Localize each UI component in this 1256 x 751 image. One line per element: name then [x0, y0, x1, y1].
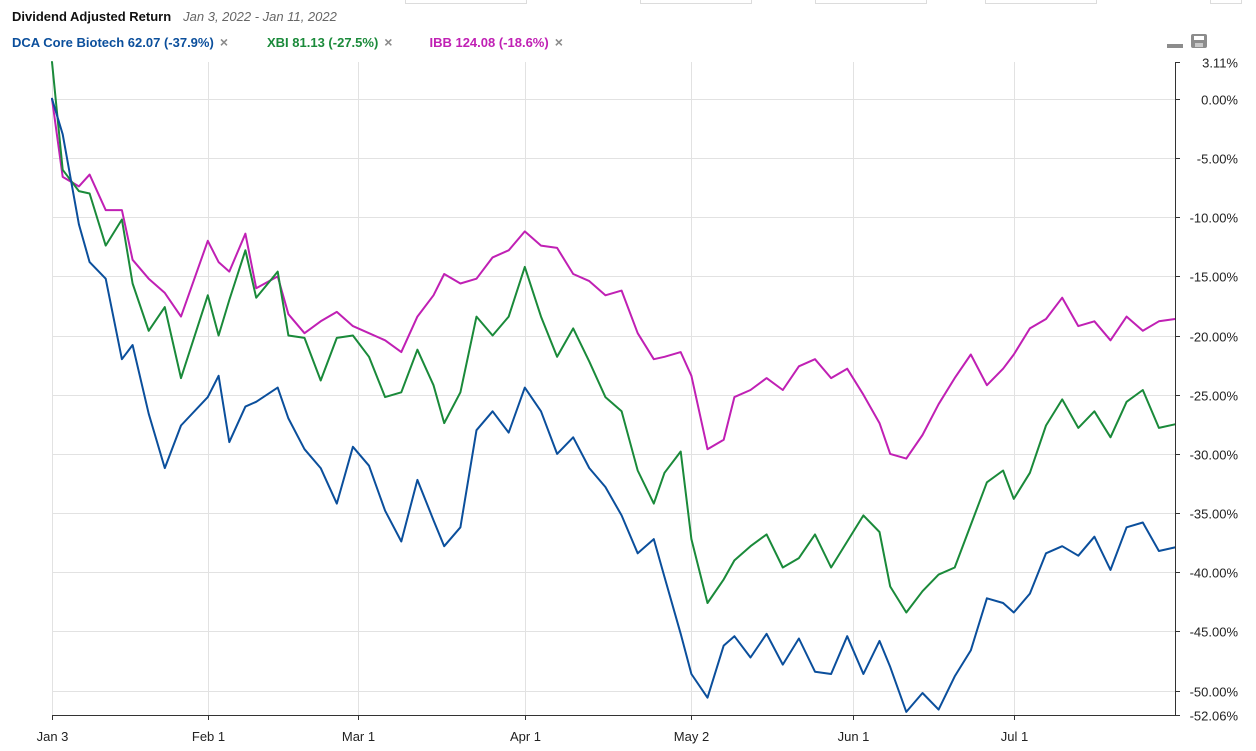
y-tick-label: -15.00% [1190, 270, 1239, 285]
y-tick-label: 3.11% [1202, 56, 1238, 71]
remove-series-icon[interactable]: × [554, 34, 563, 50]
legend-label: IBB 124.08 (-18.6%) [429, 35, 549, 50]
tab-divider [1210, 0, 1242, 4]
y-tick-label: -25.00% [1190, 389, 1239, 404]
tab-divider [985, 0, 1097, 4]
legend-item-xbi[interactable]: XBI 81.13 (-27.5%) × [267, 34, 392, 50]
tab-divider [640, 0, 752, 4]
grid [52, 62, 1175, 715]
tab-divider [405, 0, 527, 4]
y-tick-label: -20.00% [1190, 330, 1239, 345]
minimize-icon-glyph [1167, 44, 1183, 48]
x-tick-label: Jul 1 [1001, 729, 1028, 744]
save-icon-glyph [1191, 34, 1207, 48]
legend-item-dca-core-biotech[interactable]: DCA Core Biotech 62.07 (-37.9%) × [12, 34, 228, 50]
remove-series-icon[interactable]: × [384, 34, 393, 50]
series-line-xbi [51, 61, 1176, 614]
chart-title: Dividend Adjusted Return [12, 9, 172, 24]
x-tick-label: Jan 3 [37, 729, 69, 744]
x-tick-label: Apr 1 [510, 729, 541, 744]
x-tick-label: May 2 [674, 729, 709, 744]
tab-divider [815, 0, 927, 4]
y-tick-label: -52.06% [1190, 709, 1239, 724]
y-tick-label: -5.00% [1197, 152, 1239, 167]
top-tab-strip [405, 0, 1242, 4]
x-tick-label: Jun 1 [838, 729, 870, 744]
save-icon[interactable] [1190, 33, 1208, 49]
legend-label: XBI 81.13 (-27.5%) [267, 35, 379, 50]
legend-item-ibb[interactable]: IBB 124.08 (-18.6%) × [429, 34, 562, 50]
x-tick-label: Mar 1 [342, 729, 375, 744]
series-line-dca [51, 97, 1176, 713]
series-lines [51, 61, 1176, 713]
date-range: Jan 3, 2022 - Jan 11, 2022 [183, 9, 337, 24]
chart-header: Dividend Adjusted Return Jan 3, 2022 - J… [12, 9, 337, 27]
y-tick-label: -45.00% [1190, 625, 1239, 640]
y-tick-label: -50.00% [1190, 685, 1239, 700]
axes: Jan 3 Feb 1 Mar 1 Apr 1 May 2 Jun 1 Jul 1 3.11%… [37, 56, 1239, 745]
y-tick-label: -30.00% [1190, 448, 1239, 463]
minimize-icon[interactable] [1166, 33, 1184, 49]
y-tick-label: -40.00% [1190, 566, 1239, 581]
legend-label: DCA Core Biotech 62.07 (-37.9%) [12, 35, 214, 50]
y-tick-label: 0.00% [1201, 93, 1238, 108]
y-tick-label: -10.00% [1190, 211, 1239, 226]
remove-series-icon[interactable]: × [219, 34, 228, 50]
legend: DCA Core Biotech 62.07 (-37.9%) × XBI 81… [12, 34, 563, 52]
y-tick-label: -35.00% [1190, 507, 1239, 522]
series-line-ibb [51, 97, 1176, 460]
x-tick-label: Feb 1 [192, 729, 225, 744]
